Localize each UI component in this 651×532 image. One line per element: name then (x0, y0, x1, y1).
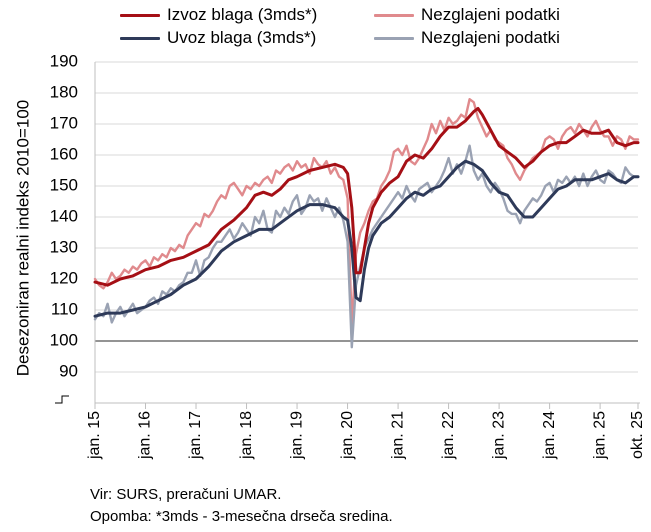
x-tick-label: jan. 20 (339, 411, 356, 460)
legend-item-import-raw: Nezglajeni podatki (374, 27, 560, 49)
x-tick-label: jan. 16 (137, 411, 154, 460)
y-tick-label: 150 (50, 175, 78, 194)
y-axis-label: Desezoniran realni indeks 2010=100 (13, 100, 32, 376)
series (93, 98, 640, 349)
y-tick-label: 140 (50, 206, 78, 225)
y-tick-label: 180 (50, 82, 78, 101)
y-tick-labels: 90 100 110 120 130 140 150 160 170 180 190 (50, 51, 78, 380)
x-tick-label: jan. 19 (288, 411, 305, 460)
y-tick-label: 170 (50, 113, 78, 132)
legend-label-export-raw: Nezglajeni podatki (421, 5, 560, 24)
series-line-import-raw (93, 144, 640, 349)
source-note: Vir: SURS, preračuni UMAR. (90, 486, 282, 503)
legend-swatch-import (120, 36, 160, 40)
x-tick-label: jan. 15 (86, 411, 103, 460)
legend-item-export: Izvoz blaga (3mds*) (120, 4, 317, 26)
footnote: Opomba: *3mds - 3-mesečna drseča sredina… (90, 508, 393, 525)
legend-swatch-export-raw (374, 13, 414, 17)
series-line-import-smoothed (93, 159, 640, 318)
legend-item-import: Uvoz blaga (3mds*) (120, 27, 316, 49)
y-tick-label: 110 (51, 299, 78, 318)
series-line-export-raw (93, 98, 640, 327)
y-tick-label: 160 (50, 144, 78, 163)
x-tick-labels: jan. 15 jan. 16 jan. 17 jan. 18 jan. 19 jan. … (86, 411, 646, 460)
x-tick-label: jan. 23 (490, 411, 507, 460)
y-tick-label: 130 (50, 237, 78, 256)
axis-break-icon (55, 395, 69, 404)
y-tick-label: 90 (59, 361, 78, 380)
legend-swatch-export (120, 13, 160, 17)
legend-label-export: Izvoz blaga (3mds*) (167, 5, 318, 24)
x-tick-label: jan. 24 (541, 411, 558, 460)
legend-label-import-raw: Nezglajeni podatki (421, 28, 560, 47)
x-tick-label: jan. 22 (440, 411, 457, 460)
y-tick-label: 190 (50, 51, 78, 70)
chart-notes: Vir: SURS, preračuni UMAR. Opomba: *3mds… (90, 484, 393, 528)
x-tick-label: jan. 21 (389, 411, 406, 460)
x-tick-label: okt. 25 (629, 411, 646, 459)
y-tick-label: 100 (50, 330, 78, 349)
x-tick-label: jan. 18 (238, 411, 255, 460)
legend: Izvoz blaga (3mds*) Nezglajeni podatki U… (120, 4, 640, 50)
series-line-export-smoothed (93, 107, 640, 287)
y-tick-label: 120 (50, 268, 78, 287)
x-tick-label: jan. 25 (591, 411, 608, 460)
legend-item-export-raw: Nezglajeni podatki (374, 4, 560, 26)
x-tick-label: jan. 17 (187, 411, 204, 460)
legend-swatch-import-raw (374, 36, 414, 40)
legend-label-import: Uvoz blaga (3mds*) (167, 28, 317, 47)
axes (55, 62, 640, 409)
